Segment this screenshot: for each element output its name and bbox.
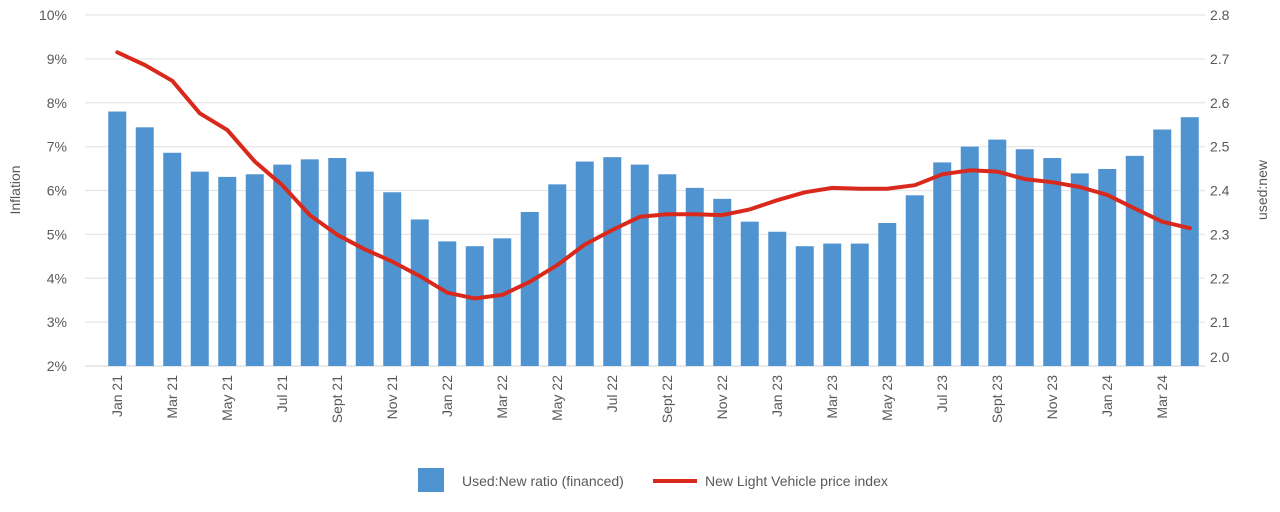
x-tick-label: Nov 22 (714, 375, 730, 420)
bar-aug-23 (960, 146, 979, 366)
x-tick-label: Jul 22 (604, 375, 620, 413)
x-tick-label: May 21 (219, 375, 235, 421)
right-tick-label: 2.7 (1210, 51, 1230, 67)
left-tick-label: 8% (47, 95, 67, 111)
bar-feb-22 (465, 246, 484, 366)
x-tick-label: Nov 23 (1044, 375, 1060, 420)
bar-dec-23 (1070, 173, 1089, 366)
x-tick-label: May 22 (549, 375, 565, 421)
right-tick-label: 2.8 (1210, 7, 1230, 23)
bar-may-21 (218, 176, 237, 366)
bar-jul-22 (603, 157, 622, 366)
bar-jan-21 (108, 111, 127, 367)
left-tick-label: 9% (47, 51, 67, 67)
left-axis-ticks: 2% 3% 4% 5% 6% 7% 8% 9% 10% (39, 7, 67, 374)
bar-sept-21 (328, 158, 347, 366)
x-tick-label: Jul 21 (274, 375, 290, 413)
x-tick-label: Jan 23 (769, 375, 785, 417)
bar-sept-23 (988, 139, 1007, 366)
bar-apr-22 (520, 211, 539, 366)
bar-apr-23 (850, 243, 869, 366)
bar-jul-21 (273, 164, 292, 366)
bar-nov-21 (383, 192, 402, 366)
bar-oct-23 (1015, 149, 1034, 366)
bar-dec-21 (410, 219, 429, 366)
left-tick-label: 3% (47, 314, 67, 330)
x-tick-label: Jan 22 (439, 375, 455, 417)
bar-may-23 (878, 222, 897, 366)
bar-oct-21 (355, 171, 374, 366)
right-axis-ticks: 2.0 2.1 2.2 2.3 2.4 2.5 2.6 2.7 2.8 (1210, 7, 1230, 365)
x-tick-label: Mar 22 (494, 375, 510, 419)
x-tick-label: Nov 21 (384, 375, 400, 420)
bar-jan-23 (768, 231, 787, 366)
x-axis-ticks: Jan 21 Mar 21 May 21 Jul 21 Sept 21 Nov 21 Jan… (109, 375, 1170, 423)
bar-nov-23 (1043, 158, 1062, 366)
legend: Used:New ratio (financed) New Light Vehi… (418, 468, 888, 492)
bar-apr-21 (190, 171, 209, 366)
left-tick-label: 7% (47, 139, 67, 155)
bar-jun-21 (245, 174, 264, 366)
left-tick-label: 10% (39, 7, 67, 23)
bar-jul-23 (933, 162, 952, 366)
bar-jan-22 (438, 241, 457, 366)
legend-bar-swatch (418, 468, 444, 492)
x-tick-label: Jan 21 (109, 375, 125, 417)
bar-feb-23 (795, 246, 814, 366)
bar-jun-22 (575, 161, 594, 366)
right-tick-label: 2.6 (1210, 95, 1230, 111)
x-tick-label: May 23 (879, 375, 895, 421)
x-tick-label: Jul 23 (934, 375, 950, 413)
left-tick-label: 4% (47, 270, 67, 286)
right-axis-label: used:new (1254, 159, 1270, 220)
bar-apr-24 (1180, 117, 1199, 366)
bar-nov-22 (713, 198, 732, 366)
x-tick-label: Mar 21 (164, 375, 180, 419)
legend-bar-label: Used:New ratio (financed) (462, 473, 624, 489)
left-axis-label: Inflation (7, 165, 23, 214)
left-tick-label: 5% (47, 226, 67, 242)
bar-jan-24 (1098, 169, 1117, 366)
right-tick-label: 2.3 (1210, 226, 1230, 242)
bar-jun-23 (905, 195, 924, 366)
left-tick-label: 6% (47, 183, 67, 199)
bar-sept-22 (658, 174, 677, 366)
x-tick-label: Jan 24 (1099, 375, 1115, 417)
bar-mar-24 (1153, 129, 1172, 366)
bar-feb-21 (135, 127, 154, 366)
bar-aug-22 (630, 164, 649, 366)
right-tick-label: 2.0 (1210, 349, 1230, 365)
x-tick-label: Sept 23 (989, 375, 1005, 423)
x-tick-label: Mar 23 (824, 375, 840, 419)
right-tick-label: 2.5 (1210, 139, 1230, 155)
bar-mar-23 (823, 243, 842, 366)
bar-aug-21 (300, 159, 319, 366)
legend-line-label: New Light Vehicle price index (705, 473, 888, 489)
x-tick-label: Sept 22 (659, 375, 675, 423)
bar-dec-22 (740, 221, 759, 366)
bar-may-22 (548, 184, 567, 366)
bar-mar-22 (493, 238, 512, 366)
x-tick-label: Sept 21 (329, 375, 345, 423)
right-tick-label: 2.1 (1210, 314, 1230, 330)
bar-mar-21 (163, 152, 182, 366)
bar-feb-24 (1125, 155, 1144, 366)
right-tick-label: 2.2 (1210, 270, 1230, 286)
x-tick-label: Mar 24 (1154, 375, 1170, 419)
bar-series (108, 111, 1199, 367)
right-tick-label: 2.4 (1210, 183, 1230, 199)
left-tick-label: 2% (47, 358, 67, 374)
bar-oct-22 (685, 187, 704, 366)
line-series-price-index (115, 50, 1192, 301)
